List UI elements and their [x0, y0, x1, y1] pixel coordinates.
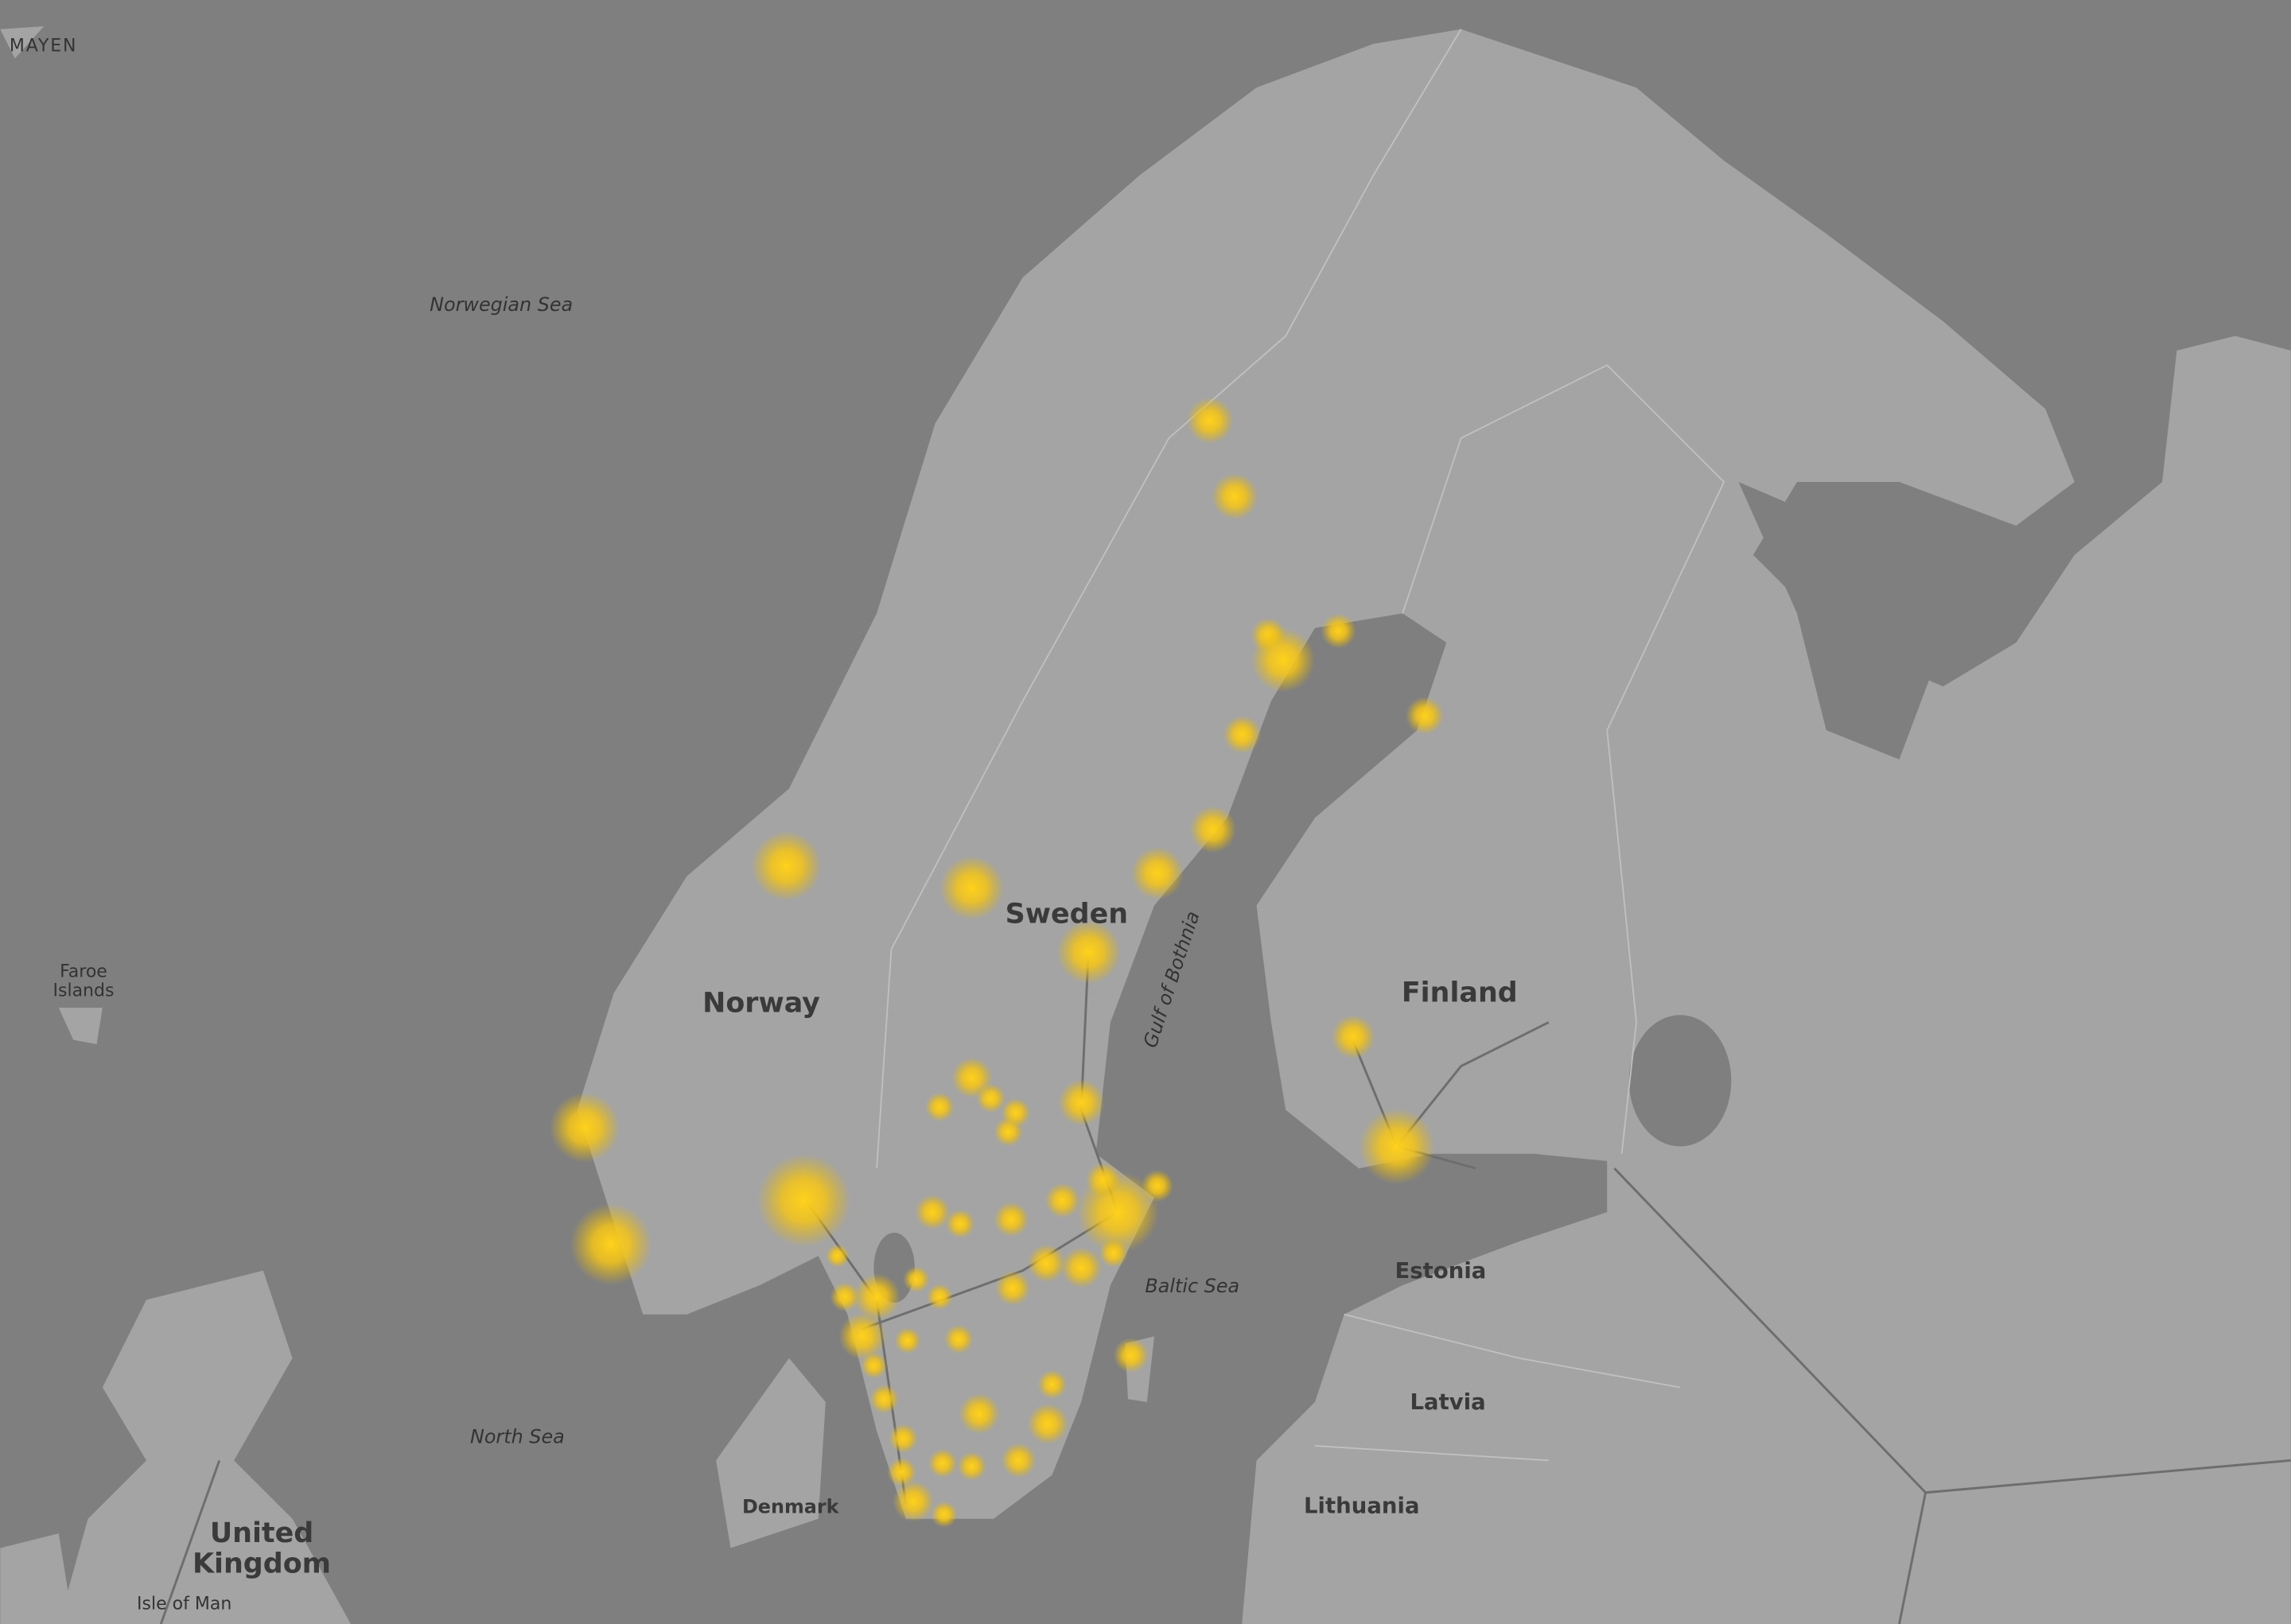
sea-label: Baltic Sea — [1145, 1275, 1239, 1297]
borders — [876, 29, 1725, 1462]
country-label: Lithuania — [1304, 1493, 1420, 1518]
country-label: Norway — [702, 988, 820, 1020]
country-label: Latvia — [1410, 1389, 1485, 1415]
country-label: Finland — [1402, 977, 1518, 1009]
country-label: Kingdom — [193, 1548, 331, 1580]
country-label: Estonia — [1394, 1258, 1486, 1284]
sea-label: North Sea — [470, 1425, 565, 1447]
lakes — [873, 481, 1943, 1303]
country-label: Sweden — [1005, 899, 1128, 930]
island-label: Isle of Man — [137, 1595, 231, 1614]
sea-label: Norwegian Sea — [430, 293, 573, 316]
country-label: Denmark — [742, 1495, 840, 1517]
island-label: Faroe — [60, 962, 107, 982]
island-label: Islands — [53, 981, 115, 1000]
island-label: JAN MAYEN — [0, 36, 77, 56]
country-label: United — [210, 1517, 313, 1549]
heat-points — [549, 397, 1444, 1528]
